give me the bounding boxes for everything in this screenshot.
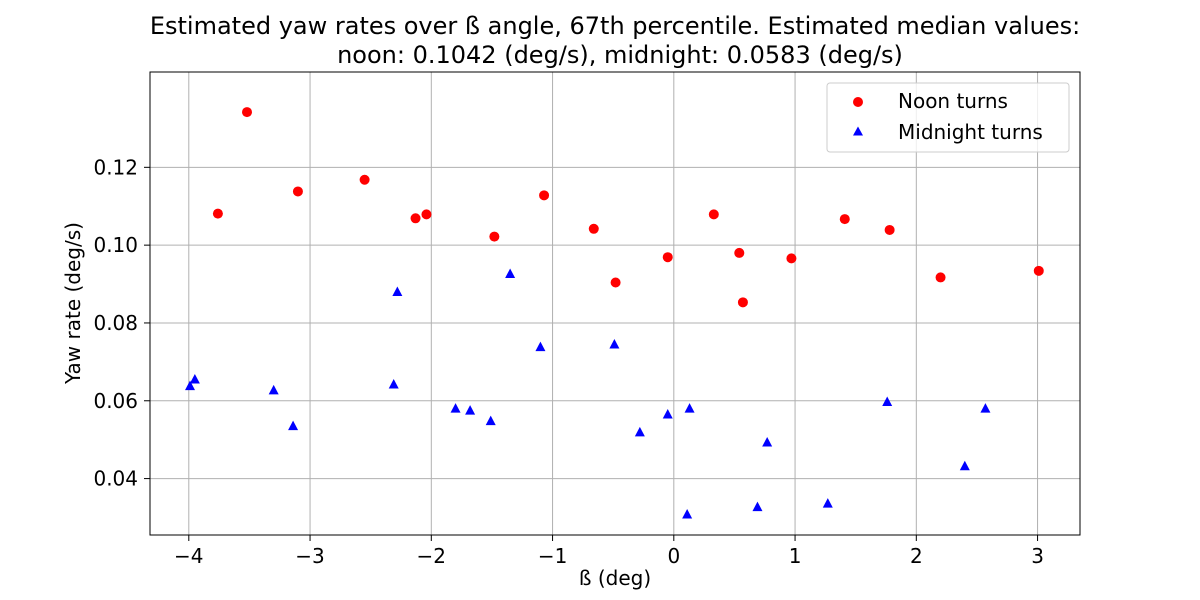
noon-turn-point xyxy=(662,252,673,263)
chart-title-line-2: noon: 0.1042 (deg/s), midnight: 0.0583 (… xyxy=(337,41,903,69)
y-tick-label: 0.10 xyxy=(93,233,138,257)
y-axis-label: Yaw rate (deg/s) xyxy=(61,222,85,385)
midnight-turn-point xyxy=(684,403,695,413)
noon-turn-point xyxy=(737,297,748,308)
midnight-turn-point xyxy=(185,380,196,391)
legend-label-noon: Noon turns xyxy=(898,89,1008,113)
chart-title-line-1: Estimated yaw rates over ß angle, 67th p… xyxy=(150,12,1080,40)
midnight-turn-point xyxy=(288,420,299,431)
noon-turn-point xyxy=(359,174,370,185)
noon-turn-point xyxy=(242,107,253,118)
x-tick-label: 0 xyxy=(667,544,680,568)
noon-turn-point xyxy=(708,209,719,220)
x-tick-label: −2 xyxy=(417,544,446,568)
midnight-turn-point xyxy=(822,498,833,508)
noon-turn-point xyxy=(410,213,421,224)
midnight-turn-point xyxy=(189,373,200,384)
noon-turn-point xyxy=(734,247,745,258)
x-tick-label: 2 xyxy=(910,544,923,568)
x-tick-label: 1 xyxy=(789,544,802,568)
noon-turn-point xyxy=(786,253,797,264)
axis-ticks: −4 −3 −2 −1 0 1 2 3 0.04 0.06 0.08 0.10 0.12 xyxy=(93,155,1043,568)
y-tick-label: 0.04 xyxy=(93,467,138,491)
data-points xyxy=(185,107,1044,519)
y-tick-label: 0.08 xyxy=(93,311,138,335)
midnight-turn-point xyxy=(268,384,279,395)
legend-marker-noon xyxy=(853,97,863,107)
legend-label-midnight: Midnight turns xyxy=(898,120,1043,144)
midnight-turn-point xyxy=(634,426,645,437)
midnight-turn-point xyxy=(392,286,403,296)
x-tick-label: −3 xyxy=(295,544,324,568)
noon-turn-point xyxy=(588,223,599,234)
noon-turn-point xyxy=(212,208,223,219)
x-axis-label: ß (deg) xyxy=(579,566,651,590)
noon-turn-point xyxy=(610,277,621,288)
noon-turn-point xyxy=(884,224,895,235)
x-tick-label: −4 xyxy=(174,544,203,568)
noon-turn-point xyxy=(292,186,303,197)
y-tick-label: 0.06 xyxy=(93,389,138,413)
y-tick-label: 0.12 xyxy=(93,155,138,179)
midnight-turn-point xyxy=(505,268,516,279)
midnight-turn-point xyxy=(535,341,546,352)
midnight-turn-point xyxy=(662,408,673,419)
midnight-turn-point xyxy=(980,403,991,413)
midnight-turn-point xyxy=(882,396,893,407)
noon-turn-point xyxy=(421,209,432,220)
x-tick-label: −1 xyxy=(538,544,567,568)
grid xyxy=(150,72,1080,535)
noon-turn-point xyxy=(489,231,500,242)
noon-turn-point xyxy=(539,190,550,201)
midnight-turn-point xyxy=(752,501,763,512)
midnight-turn-point xyxy=(450,403,461,413)
x-tick-label: 3 xyxy=(1031,544,1044,568)
legend-box xyxy=(826,82,1070,153)
legend: Noon turns Midnight turns xyxy=(826,82,1070,153)
legend-marker-midnight xyxy=(853,126,863,136)
midnight-turn-point xyxy=(762,437,773,447)
midnight-turn-point xyxy=(485,415,496,426)
noon-turn-point xyxy=(1033,265,1044,276)
noon-turn-point xyxy=(935,272,946,283)
noon-turn-point xyxy=(839,214,850,225)
midnight-turn-point xyxy=(388,379,399,389)
midnight-turn-point xyxy=(959,460,970,471)
midnight-turn-point xyxy=(682,508,693,519)
midnight-turn-point xyxy=(609,338,620,349)
midnight-turn-point xyxy=(465,405,476,415)
plot-area-frame xyxy=(149,71,1081,536)
